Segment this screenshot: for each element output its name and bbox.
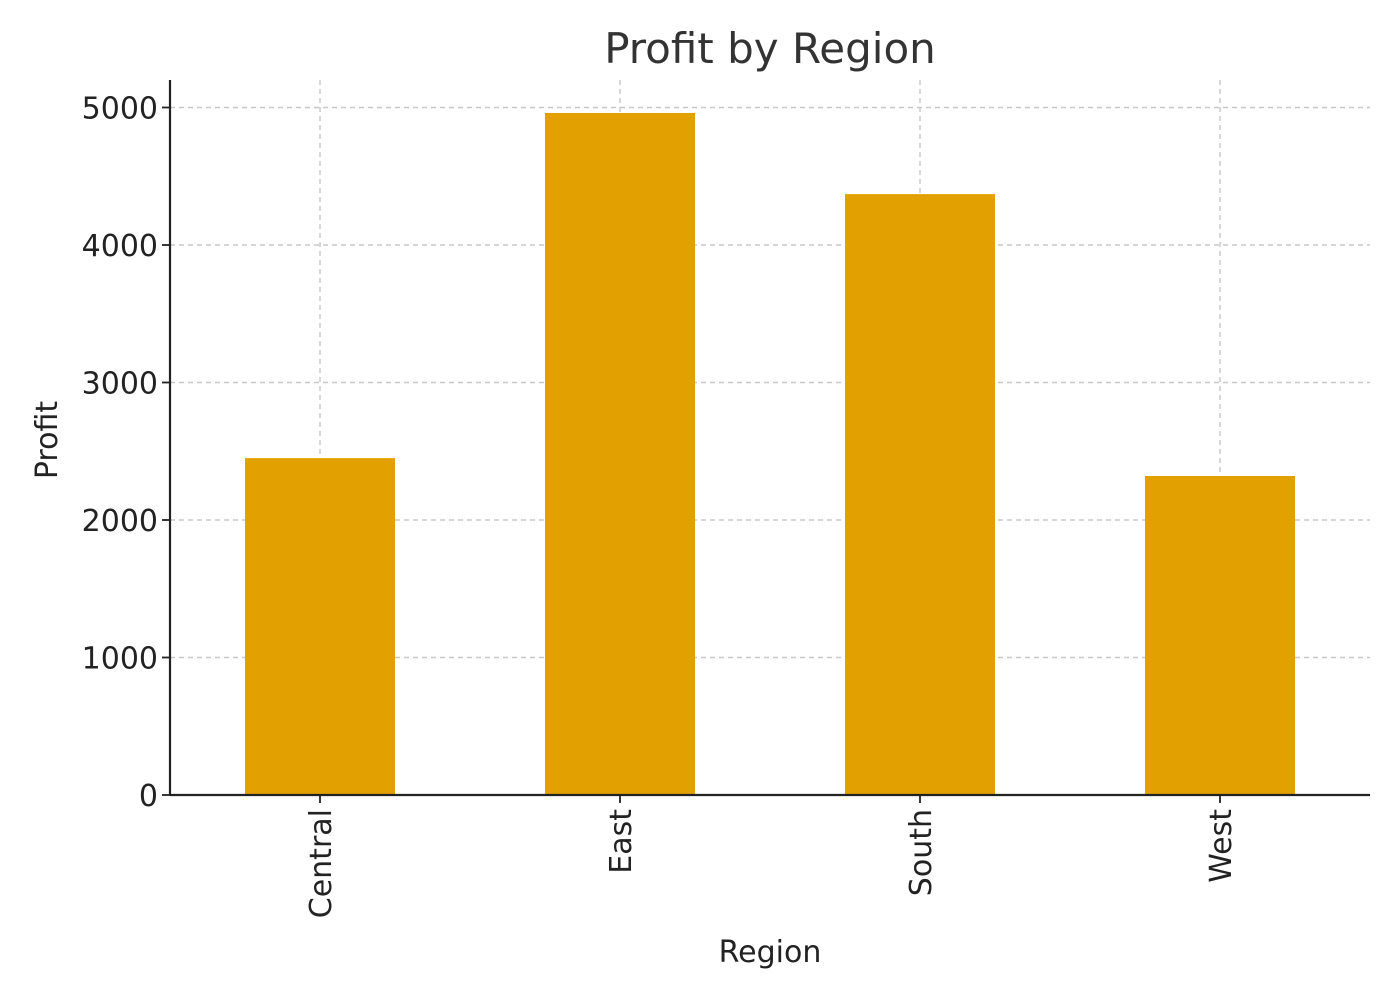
x-tick-label: South <box>904 809 939 896</box>
y-tick-label: 0 <box>139 779 158 814</box>
axes <box>162 80 1370 803</box>
y-axis-title: Profit <box>30 401 65 479</box>
bar-west <box>1145 476 1295 795</box>
x-tick-label: West <box>1204 809 1239 883</box>
y-tick-label: 3000 <box>82 367 158 402</box>
bar-south <box>845 194 995 795</box>
x-tick-label: East <box>604 809 639 874</box>
y-tick-label: 4000 <box>82 229 158 264</box>
bar-east <box>545 113 695 795</box>
y-tick-label: 2000 <box>82 504 158 539</box>
bars <box>245 113 1295 795</box>
y-tick-label: 1000 <box>82 642 158 677</box>
x-axis-title: Region <box>719 935 822 970</box>
tick-labels: 0 1000 2000 3000 4000 5000 Central East South Wes… <box>82 92 1239 919</box>
y-tick-label: 5000 <box>82 92 158 127</box>
x-tick-label: Central <box>304 809 339 918</box>
bar-central <box>245 458 395 795</box>
chart-title: Profit by Region <box>604 24 936 73</box>
